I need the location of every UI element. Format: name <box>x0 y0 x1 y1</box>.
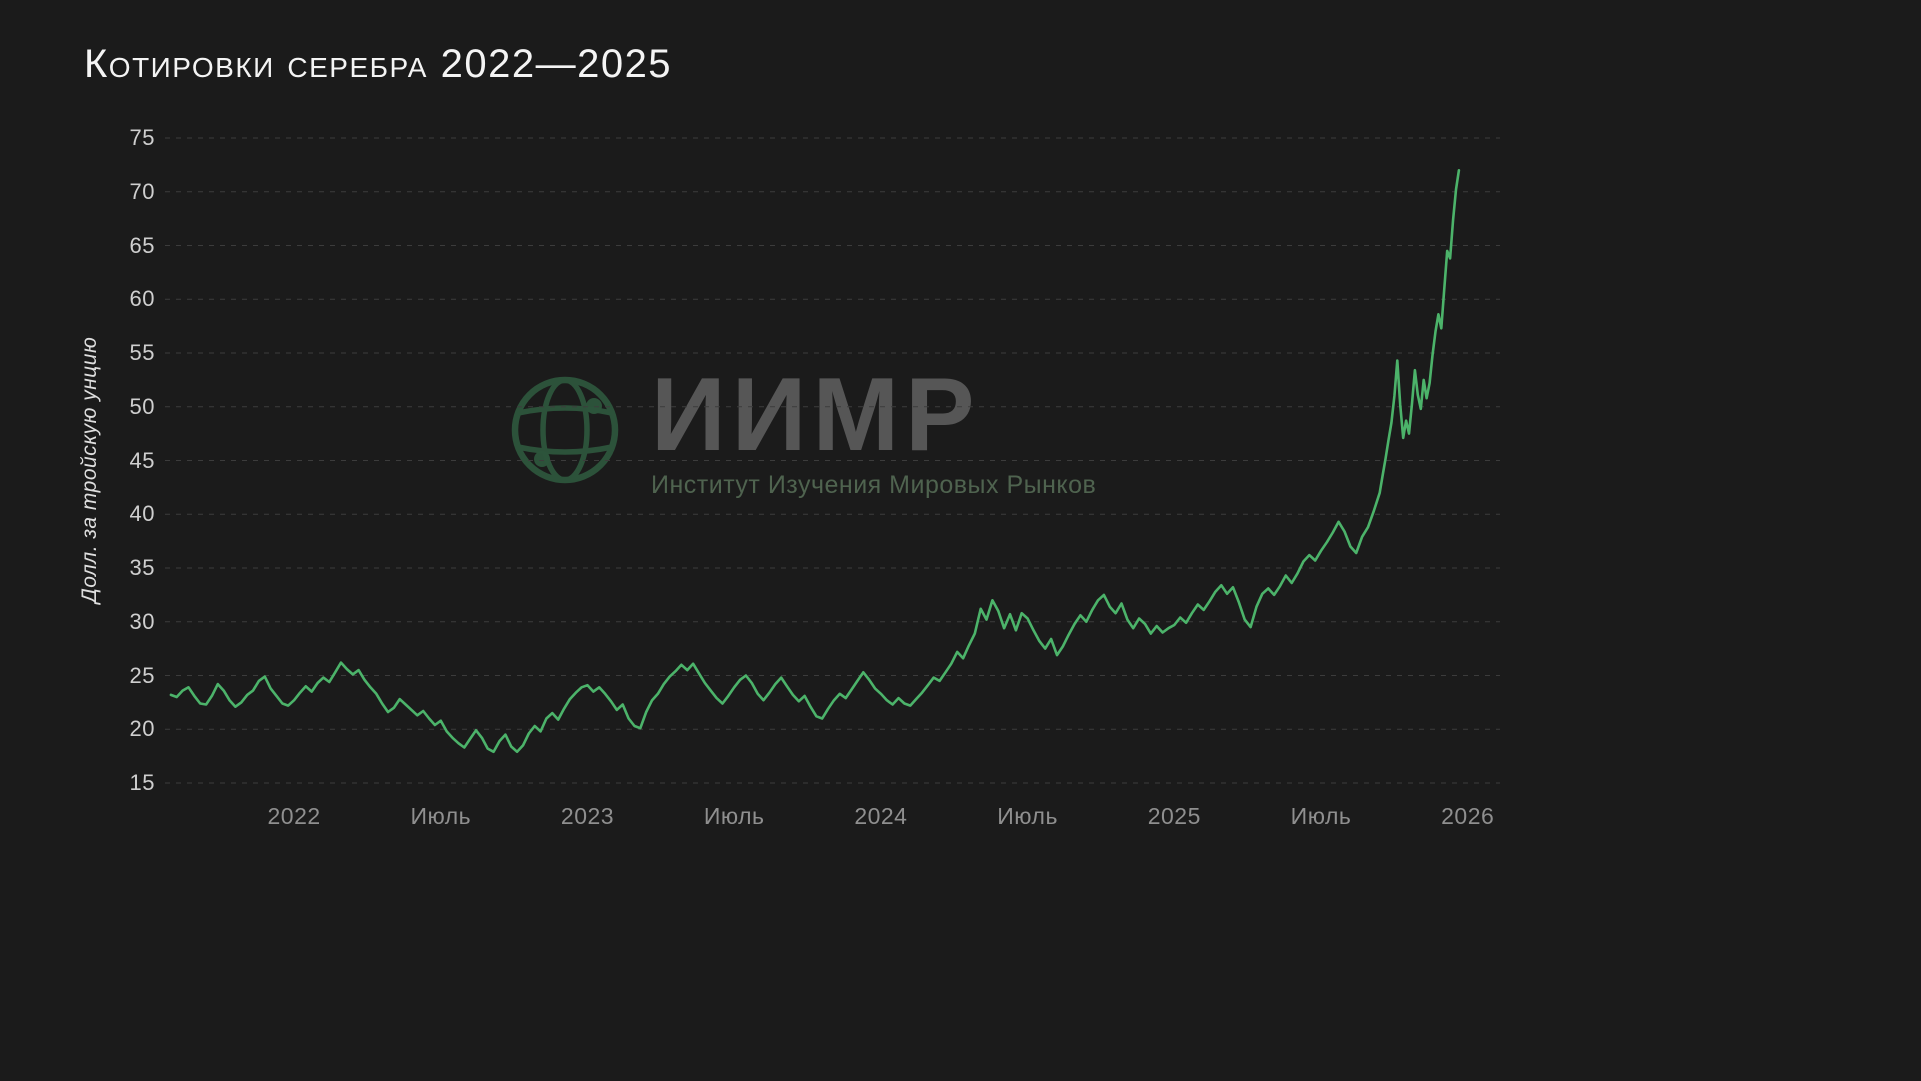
chart-title: Котировки серебра 2022—2025 <box>84 42 673 86</box>
silver-price-line <box>169 169 1461 754</box>
